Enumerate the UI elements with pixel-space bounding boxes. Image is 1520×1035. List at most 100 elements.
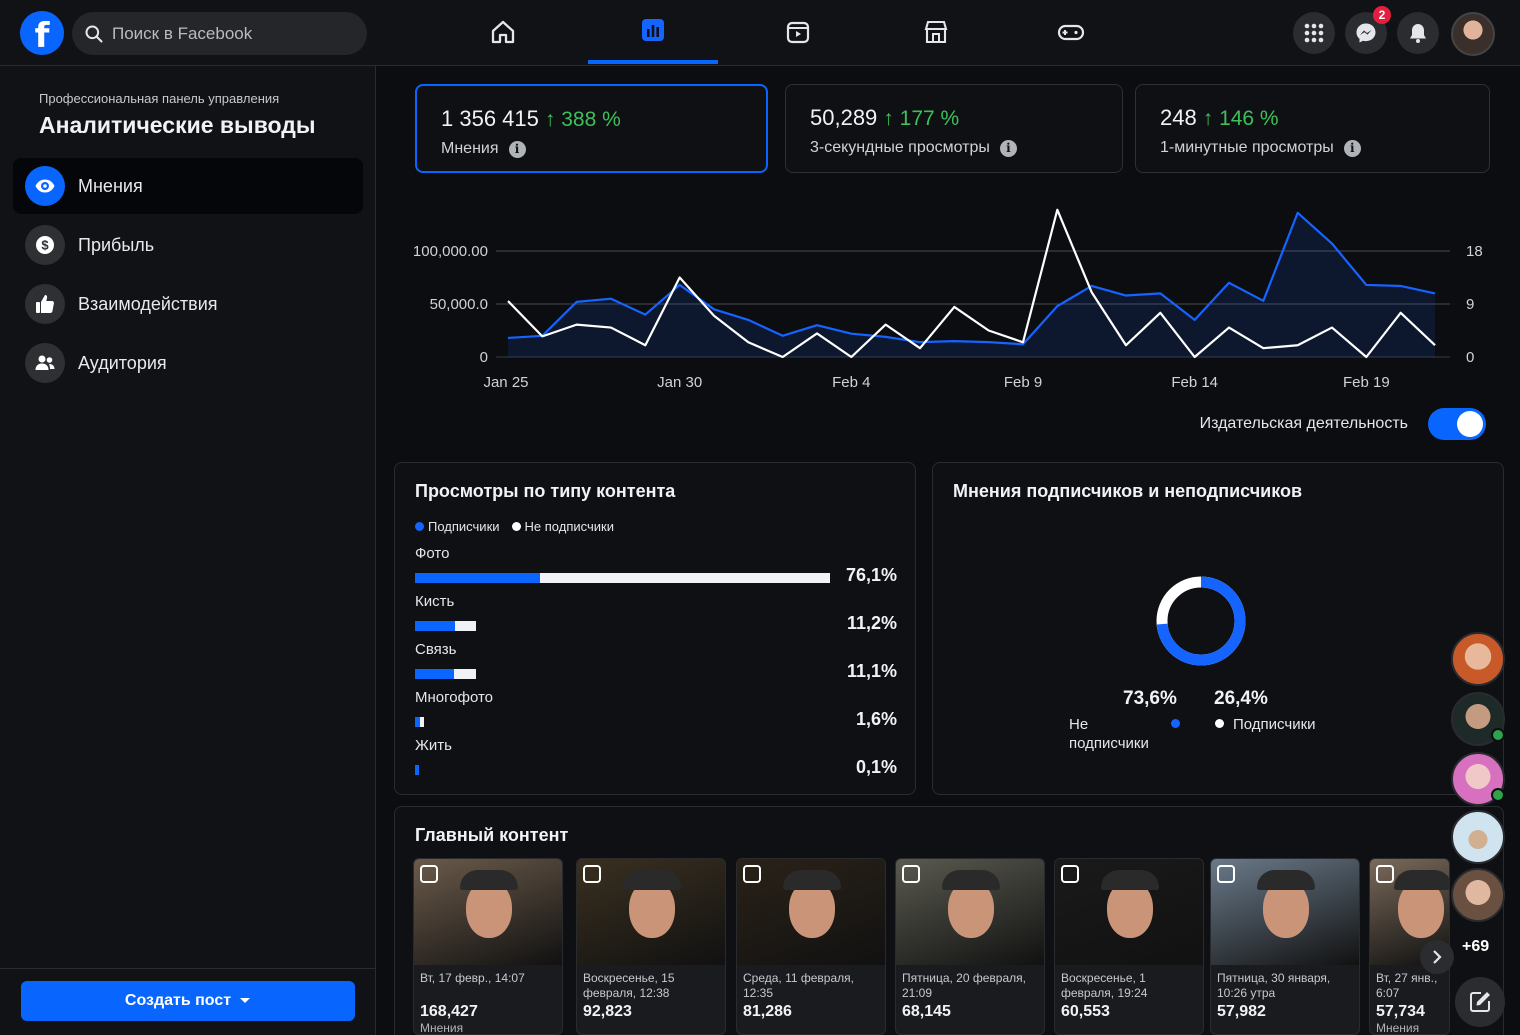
tab-insights[interactable] bbox=[588, 0, 718, 64]
post-views: 168,427 bbox=[420, 1003, 478, 1020]
chat-head[interactable] bbox=[1451, 692, 1505, 746]
menu-button[interactable] bbox=[1293, 12, 1335, 54]
top-content-card[interactable]: Пятница, 30 января, 10:26 утра 57,982 bbox=[1210, 858, 1360, 1035]
photo-type-icon bbox=[1061, 865, 1079, 883]
search-box[interactable] bbox=[72, 12, 367, 55]
create-post-button[interactable]: Создать пост bbox=[21, 981, 355, 1021]
face-shape bbox=[947, 880, 994, 939]
search-input[interactable] bbox=[112, 23, 352, 44]
legend-dot-white bbox=[511, 522, 521, 531]
publishing-toggle[interactable] bbox=[1428, 408, 1486, 440]
bell-icon bbox=[1410, 24, 1426, 43]
top-content-card[interactable]: Среда, 11 февраля, 12:35 81,286 bbox=[736, 858, 886, 1035]
top-content-card[interactable]: Воскресенье, 15 февраля, 12:38 92,823 bbox=[576, 858, 726, 1035]
messenger-badge: 2 bbox=[1373, 6, 1391, 24]
insights-icon bbox=[642, 19, 664, 41]
notifications-button[interactable] bbox=[1397, 12, 1439, 54]
views-series-line bbox=[507, 211, 1436, 346]
chat-head[interactable] bbox=[1451, 868, 1505, 922]
photo-type-icon bbox=[743, 865, 761, 883]
content-type-pct: 11,1% bbox=[846, 661, 897, 681]
sidebar-item-engagement[interactable]: Взаимодействия bbox=[13, 276, 363, 332]
eye-icon bbox=[25, 166, 65, 206]
tab-marketplace[interactable] bbox=[871, 0, 1001, 64]
info-icon[interactable]: i bbox=[1343, 139, 1361, 157]
content-type-panel: Просмотры по типу контента Подписчики Не… bbox=[394, 462, 916, 795]
video-icon bbox=[786, 21, 810, 44]
tab-home[interactable] bbox=[438, 0, 568, 64]
metric-change-value: 146 % bbox=[1219, 107, 1279, 130]
content-type-bar bbox=[415, 717, 425, 727]
sidebar-item-audience[interactable]: Аудитория bbox=[13, 335, 363, 391]
bar-segment-followers bbox=[415, 573, 540, 583]
post-metric-label: Мнения bbox=[1376, 1021, 1420, 1035]
sidebar-item-views[interactable]: Мнения bbox=[13, 158, 363, 214]
chat-head[interactable] bbox=[1451, 752, 1505, 806]
x-tick-label: Feb 14 bbox=[1171, 374, 1218, 391]
sidebar-title: Аналитические выводы bbox=[39, 112, 316, 138]
top-content-card[interactable]: Вт, 17 февр., 14:07 168,427 Мнения bbox=[413, 858, 563, 1035]
legend-item: Не подписчики bbox=[511, 519, 614, 534]
photo-type-icon bbox=[902, 865, 920, 883]
content-type-bar bbox=[415, 765, 419, 775]
post-thumbnail bbox=[1055, 859, 1203, 965]
metric-value: 50,289 bbox=[810, 105, 878, 130]
bar-segment-non-followers bbox=[454, 621, 476, 631]
info-icon[interactable]: i bbox=[508, 140, 526, 158]
home-icon bbox=[491, 20, 515, 44]
panel-title: Мнения подписчиков и неподписчиков bbox=[953, 481, 1303, 501]
x-tick-label: Feb 19 bbox=[1343, 374, 1390, 391]
photo-type-icon bbox=[1376, 865, 1394, 883]
post-date: Вт, 17 февр., 14:07 bbox=[420, 971, 525, 985]
face-shape bbox=[628, 880, 675, 939]
face-shape bbox=[1106, 880, 1153, 939]
chat-head[interactable] bbox=[1451, 810, 1505, 864]
chat-head[interactable] bbox=[1451, 632, 1505, 686]
post-views: 60,553 bbox=[1061, 1003, 1110, 1020]
messenger-button[interactable]: 2 bbox=[1345, 6, 1391, 54]
info-icon[interactable]: i bbox=[999, 139, 1017, 157]
post-views: 68,145 bbox=[902, 1003, 951, 1020]
content-type-row: Связь 11,1% bbox=[415, 641, 897, 681]
tab-gaming[interactable] bbox=[1006, 0, 1136, 64]
metric-change: ↑ 146 % bbox=[1202, 107, 1279, 130]
content-type-pct: 0,1% bbox=[855, 757, 897, 777]
post-thumbnail bbox=[577, 859, 725, 965]
gaming-icon bbox=[1057, 24, 1085, 41]
search-icon bbox=[85, 25, 103, 42]
tab-video[interactable] bbox=[733, 0, 863, 64]
top-content-card[interactable]: Пятница, 20 февраля, 21:09 68,145 bbox=[895, 858, 1045, 1035]
non-followers-pct: 73,6% bbox=[1123, 688, 1177, 709]
content-type-bar bbox=[415, 669, 476, 679]
post-views: 92,823 bbox=[583, 1003, 632, 1020]
bar-segment-followers bbox=[415, 669, 455, 679]
legend-item: Подписчики bbox=[415, 519, 500, 534]
sidebar-item-earnings[interactable]: $ Прибыль bbox=[13, 217, 363, 273]
metric-card-1m-views[interactable]: 248 ↑ 146 % 1-минутные просмотры i bbox=[1135, 84, 1490, 173]
y-right-tick-label: 18 bbox=[1466, 243, 1483, 260]
content-type-name: Жить bbox=[415, 737, 452, 754]
x-tick-label: Jan 30 bbox=[657, 374, 702, 391]
cap-shape bbox=[622, 869, 681, 890]
profile-avatar[interactable] bbox=[1451, 12, 1495, 56]
messenger-icon bbox=[1356, 23, 1376, 43]
facebook-logo[interactable]: f bbox=[20, 11, 64, 55]
caret-down-icon bbox=[240, 998, 251, 1003]
photo-type-icon bbox=[420, 865, 438, 883]
marketplace-icon bbox=[924, 20, 948, 44]
panel-title: Главный контент bbox=[415, 825, 569, 845]
views-line-chart: 100,000.00 18 50,000.0 9 0 0 Jan 25 Jan 30 Feb 4… bbox=[413, 208, 1483, 391]
content-type-name: Связь bbox=[415, 641, 457, 658]
face-shape bbox=[788, 880, 835, 939]
post-date: Вт, 27 янв., 6:07 bbox=[1376, 971, 1438, 1000]
carousel-next-button[interactable] bbox=[1420, 940, 1454, 974]
metric-card-views[interactable]: 1 356 415 ↑ 388 % Мнения i bbox=[415, 84, 768, 173]
top-content-card[interactable]: Воскресенье, 1 февраля, 19:24 60,553 bbox=[1054, 858, 1204, 1035]
post-thumbnail bbox=[414, 859, 562, 965]
thumbs-up-icon bbox=[25, 284, 65, 324]
metric-card-3s-views[interactable]: 50,289 ↑ 177 % 3-секундные просмотры i bbox=[785, 84, 1123, 173]
followers-donut-chart bbox=[1156, 576, 1246, 666]
new-message-button[interactable] bbox=[1455, 977, 1505, 1027]
more-chats-count[interactable]: +69 bbox=[1462, 938, 1490, 955]
content-type-bar bbox=[415, 621, 476, 631]
